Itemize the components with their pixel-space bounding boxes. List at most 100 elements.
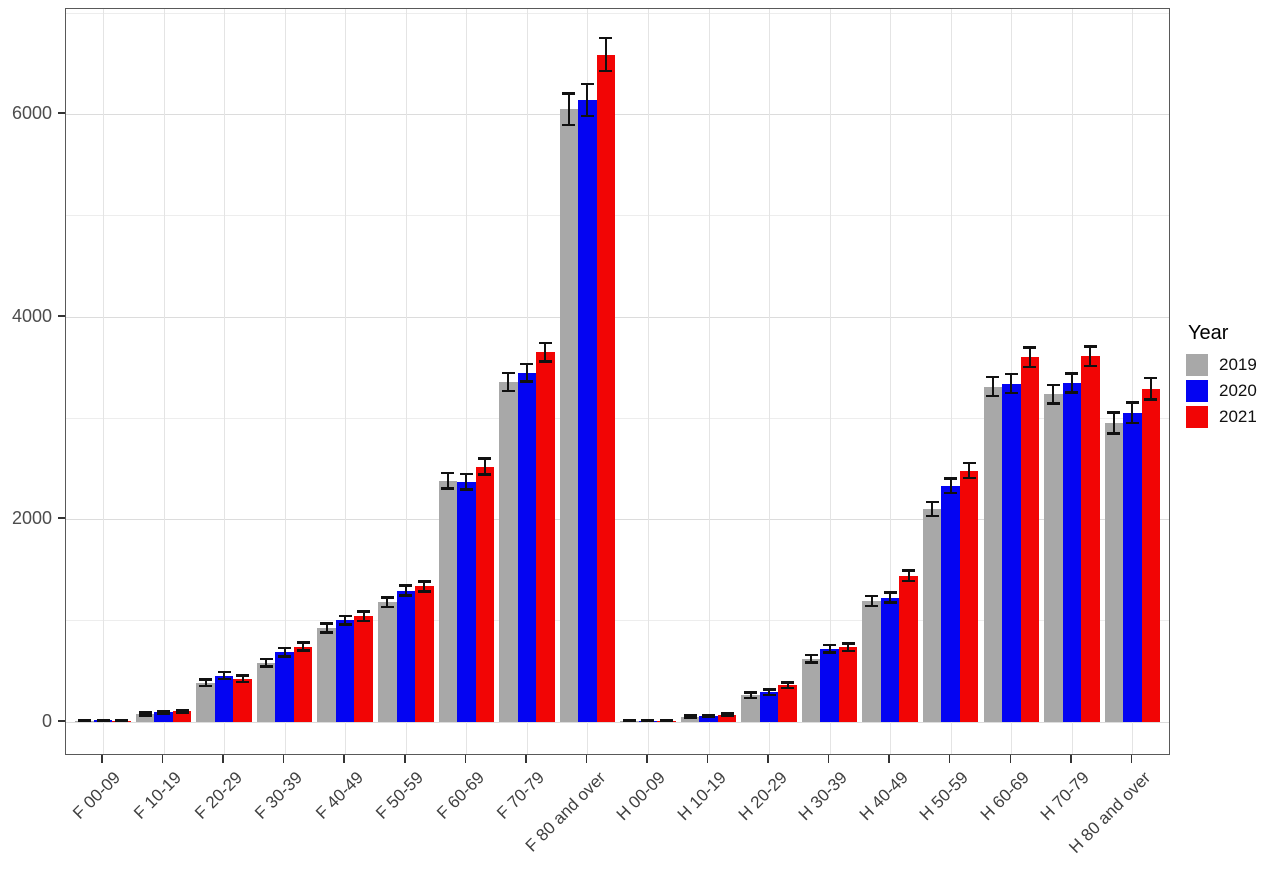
- bar-2020-h-50-59: [941, 485, 960, 722]
- error-bar-line: [604, 37, 607, 72]
- x-tick: [888, 755, 890, 763]
- error-bar-cap-bottom: [1125, 421, 1139, 425]
- bar-2021-f-10-19: [172, 711, 192, 722]
- error-bar-cap-bottom: [762, 693, 776, 697]
- error-bar-cap-bottom: [562, 123, 576, 127]
- x-tick: [222, 755, 224, 763]
- error-bar-cap-bottom: [1144, 398, 1158, 401]
- bar-2019-f-60-69: [438, 480, 458, 722]
- error-bar-cap-bottom: [459, 488, 473, 491]
- bar-2020-h-80-and-over: [1123, 412, 1142, 722]
- x-tick: [464, 755, 467, 763]
- error-bar-cap-bottom: [1046, 402, 1060, 405]
- error-bar-cap-top: [320, 622, 334, 625]
- bar-2021-f-30-39: [293, 646, 313, 722]
- error-bar-line: [465, 473, 468, 490]
- error-bar-line: [162, 710, 165, 714]
- error-bar-line: [483, 458, 486, 475]
- error-bar-cap-top: [883, 591, 897, 594]
- error-bar-cap-bottom: [1083, 364, 1097, 368]
- error-bar-cap-bottom: [925, 514, 939, 518]
- x-tick-label: H 20-29: [734, 768, 791, 825]
- error-bar-cap-bottom: [804, 661, 818, 664]
- legend-swatch-2019: [1186, 354, 1208, 376]
- gridline-vertical: [345, 9, 347, 754]
- error-bar-cap-bottom: [1004, 391, 1018, 395]
- error-bar-cap-top: [357, 610, 371, 613]
- error-bar-line: [889, 592, 892, 603]
- error-bar-cap-top: [501, 371, 515, 375]
- error-bar-cap-top: [1065, 372, 1079, 375]
- x-tick: [706, 755, 709, 763]
- x-tick: [585, 755, 588, 763]
- legend-item-2019: 2019: [1186, 354, 1257, 376]
- error-bar-cap-bottom: [96, 719, 110, 723]
- y-tick: [58, 719, 65, 722]
- error-bar-line: [325, 623, 328, 633]
- error-bar-cap-bottom: [175, 711, 189, 714]
- bar-2021-h-10-19: [717, 714, 737, 722]
- error-bar-cap-top: [217, 670, 231, 674]
- x-tick-label: F 20-29: [190, 768, 246, 823]
- error-bar-cap-top: [944, 477, 958, 480]
- error-bar-cap-top: [562, 92, 576, 95]
- error-bar-cap-top: [338, 614, 352, 618]
- bar-2020-f-20-29: [214, 675, 234, 722]
- error-bar-line: [586, 83, 589, 117]
- error-bar-cap-bottom: [641, 719, 655, 723]
- bar-2019-h-30-39: [801, 658, 821, 722]
- error-bar-line: [423, 581, 426, 592]
- error-bar-cap-bottom: [944, 491, 958, 495]
- bar-2021-f-70-79: [536, 352, 555, 722]
- bar-2021-f-80-and-over: [596, 54, 616, 722]
- error-bar-line: [1028, 347, 1031, 368]
- x-tick: [161, 755, 164, 763]
- bar-2020-h-30-39: [820, 648, 839, 722]
- error-bar-line: [1131, 402, 1134, 424]
- bar-2019-h-60-69: [983, 386, 1002, 722]
- error-bar-line: [544, 342, 547, 362]
- bar-2019-f-80-and-over: [559, 109, 579, 722]
- error-bar-cap-top: [841, 642, 855, 645]
- gridline-vertical: [890, 9, 892, 754]
- error-bar-line: [907, 570, 910, 582]
- error-bar-line: [1010, 373, 1013, 394]
- bar-2020-h-10-19: [699, 715, 718, 722]
- gridline-vertical: [708, 9, 710, 754]
- y-tick-label: 4000: [11, 305, 52, 326]
- error-bar-cap-bottom: [78, 719, 91, 723]
- error-bar-cap-top: [744, 691, 758, 694]
- error-bar-cap-top: [296, 641, 310, 644]
- error-bar-cap-bottom: [357, 619, 371, 623]
- gridline-vertical: [466, 9, 468, 754]
- error-bar-line: [181, 709, 184, 713]
- error-bar-line: [344, 615, 347, 625]
- legend-label-2019: 2019: [1219, 355, 1257, 374]
- error-bar-cap-top: [478, 457, 492, 460]
- error-bar-cap-bottom: [702, 715, 715, 718]
- gridline-vertical: [647, 9, 649, 754]
- error-bar-cap-bottom: [599, 69, 613, 73]
- y-tick: [58, 517, 65, 520]
- legend-title: Year: [1188, 322, 1229, 344]
- bar-2019-h-40-49: [862, 601, 881, 722]
- error-bar-cap-top: [1083, 345, 1097, 348]
- error-bar-cap-top: [823, 643, 837, 647]
- x-tick: [101, 755, 103, 763]
- bar-2019-f-50-59: [378, 602, 397, 722]
- x-tick: [948, 755, 951, 763]
- error-bar-line: [810, 654, 813, 663]
- error-bar-line: [404, 585, 407, 596]
- bar-2020-f-50-59: [396, 590, 415, 722]
- error-bar-line: [931, 501, 934, 517]
- bar-2021-h-60-69: [1020, 357, 1039, 722]
- error-bar-cap-bottom: [138, 714, 152, 717]
- gridline-minor: [66, 417, 1169, 419]
- error-bar-cap-top: [380, 596, 394, 599]
- error-bar-cap-top: [259, 657, 273, 661]
- bar-2019-h-70-79: [1044, 394, 1063, 722]
- error-bar-line: [446, 472, 449, 489]
- error-bar-cap-top: [762, 688, 776, 691]
- bar-2020-f-60-69: [457, 481, 476, 722]
- error-bar-cap-top: [865, 594, 879, 598]
